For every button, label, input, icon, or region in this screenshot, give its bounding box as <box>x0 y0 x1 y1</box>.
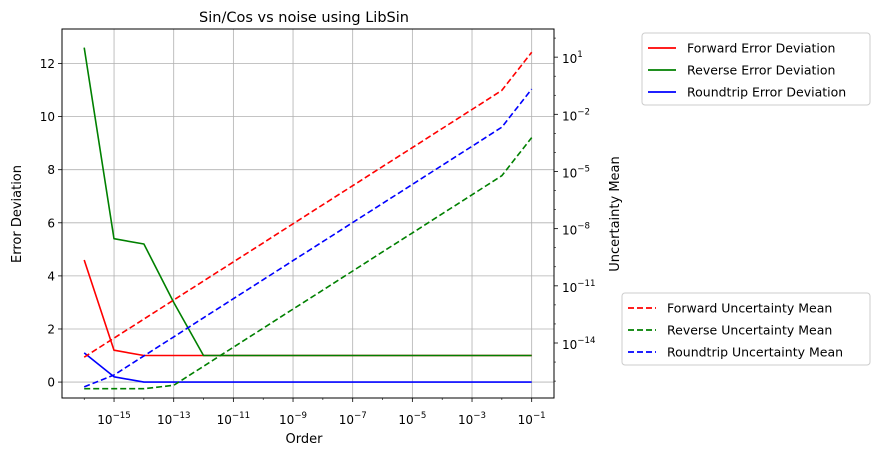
y-tick-label: 0 <box>47 376 55 390</box>
series-line-reverse-uncertainty-mean <box>84 137 533 390</box>
legend-label: Reverse Error Deviation <box>687 63 835 78</box>
legend-frame <box>621 292 871 366</box>
x-tick-label: 10−5 <box>398 411 426 427</box>
series-layer <box>83 47 533 390</box>
y-tick-label: 8 <box>47 163 55 177</box>
y-tick-label: 10 <box>40 110 55 124</box>
x-tick-label: 10−3 <box>458 411 486 427</box>
x-tick-label: 10−9 <box>279 411 307 427</box>
y-right-tick-label: 10−11 <box>562 279 595 295</box>
series-line-roundtrip-error-deviation <box>83 352 532 383</box>
series-line-forward-error-deviation <box>83 259 532 357</box>
plot-frame <box>61 28 555 399</box>
legend-error: Forward Error Deviation Reverse Error Dev… <box>641 32 871 106</box>
x-axis-label: Order <box>286 432 324 447</box>
y-right-tick-label: 10−8 <box>562 222 590 238</box>
legend-label: Forward Error Deviation <box>687 41 835 56</box>
legend-frame <box>641 32 871 106</box>
x-tick-label: 10−13 <box>157 411 190 427</box>
legend-layer: Forward Error Deviation Reverse Error Dev… <box>621 32 871 366</box>
y-right-tick-label: 10−2 <box>562 107 590 123</box>
series-line-forward-uncertainty-mean <box>83 51 533 358</box>
y-tick-label: 12 <box>40 57 55 71</box>
legend-label: Reverse Uncertainty Mean <box>667 323 832 338</box>
x-tick-label: 10−11 <box>217 411 250 427</box>
y-right-tick-label: 101 <box>562 50 583 66</box>
legend-label: Roundtrip Error Deviation <box>687 85 846 100</box>
chart-title: Sin/Cos vs noise using LibSin <box>199 10 409 26</box>
x-tick-label: 10−1 <box>518 411 546 427</box>
y-tick-label: 2 <box>47 322 55 336</box>
y-right-axis-label: Uncertainty Mean <box>608 156 623 272</box>
x-tick-label: 10−15 <box>97 411 130 427</box>
series-line-roundtrip-uncertainty-mean <box>83 88 533 388</box>
y-right-tick-label: 10−14 <box>562 336 595 352</box>
axis-layer: 10−15 10−13 10−11 10−9 10−7 10−5 10−3 10−1 0 2 4 6 8… <box>40 37 595 427</box>
y-axis-label: Error Deviation <box>10 165 25 263</box>
legend-label: Forward Uncertainty Mean <box>667 301 832 316</box>
legend-uncertainty: Forward Uncertainty Mean Reverse Uncertai… <box>621 292 871 366</box>
grid-layer <box>62 29 554 398</box>
x-tick-label: 10−7 <box>339 411 367 427</box>
series-line-reverse-error-deviation <box>83 47 532 357</box>
y-tick-label: 4 <box>47 269 55 283</box>
y-tick-label: 6 <box>47 216 55 230</box>
y-right-tick-label: 10−5 <box>562 164 590 180</box>
legend-label: Roundtrip Uncertainty Mean <box>667 345 843 360</box>
